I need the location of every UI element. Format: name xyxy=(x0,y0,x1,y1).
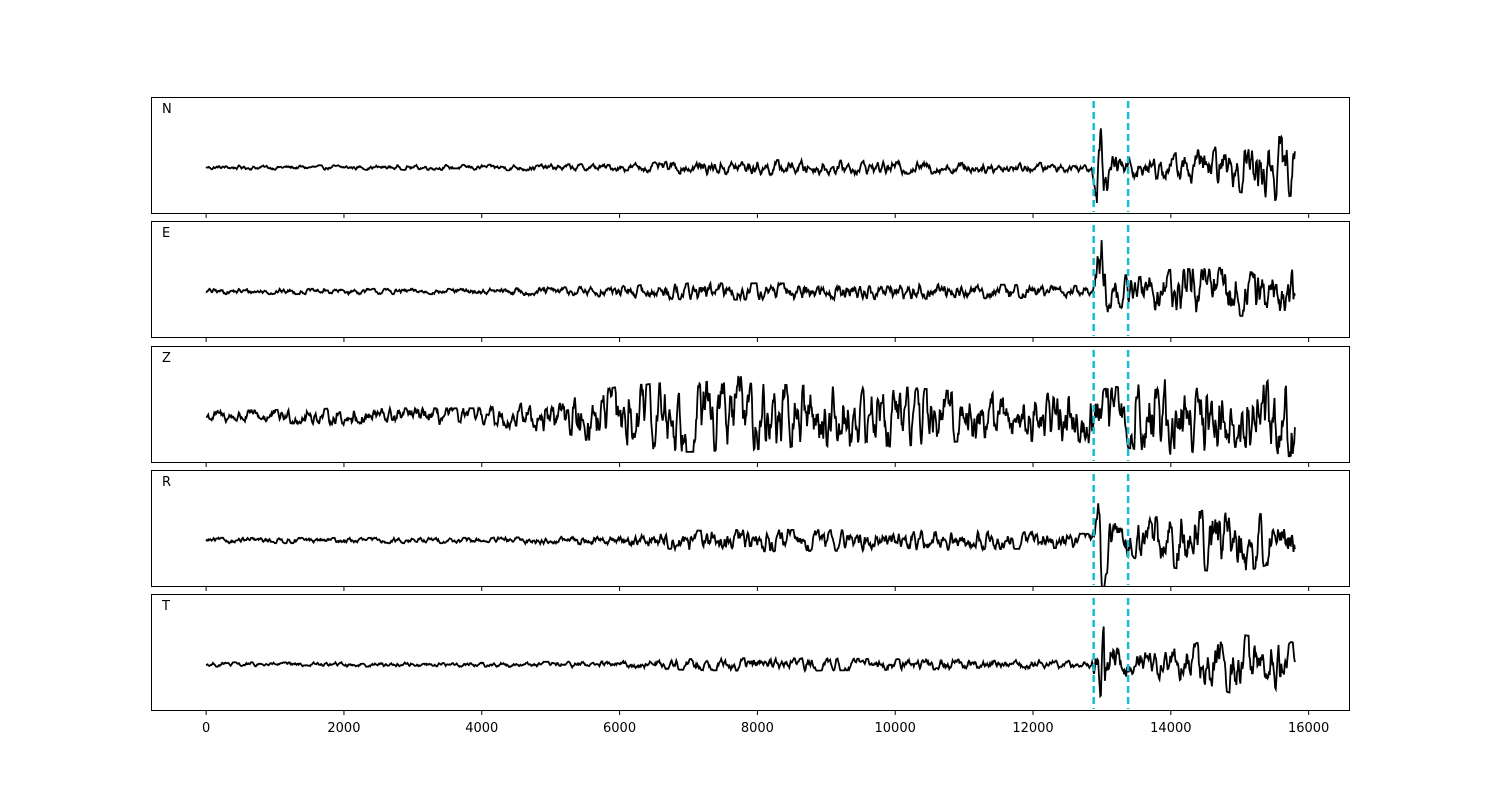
panel-frame xyxy=(151,97,1350,214)
panel-frame xyxy=(151,470,1350,587)
x-tick-label: 2000 xyxy=(327,721,360,736)
panel-e: E xyxy=(151,221,1350,342)
panel-label: T xyxy=(161,599,170,614)
trace-r xyxy=(205,503,1296,587)
panel-t: T xyxy=(151,594,1350,715)
panel-label: Z xyxy=(162,351,171,366)
trace-n xyxy=(205,128,1296,203)
trace-z xyxy=(205,375,1296,458)
panel-label: E xyxy=(162,226,170,241)
x-axis: 0 2000 4000 6000 8000 10000 12000 14000 16000 xyxy=(202,721,1329,736)
panel-z: Z xyxy=(151,346,1350,467)
panel-label: R xyxy=(162,475,171,490)
trace-e xyxy=(205,240,1296,317)
trace-t xyxy=(205,626,1296,699)
panels-group: N E Z R T xyxy=(151,97,1350,715)
panel-frame xyxy=(151,346,1350,463)
panel-n: N xyxy=(151,97,1350,218)
panel-frame xyxy=(151,221,1350,338)
x-tick-label: 0 xyxy=(202,721,210,736)
x-tick-label: 14000 xyxy=(1150,721,1191,736)
x-tick-label: 16000 xyxy=(1288,721,1329,736)
panel-r: R xyxy=(151,470,1350,591)
panel-frame xyxy=(151,594,1350,711)
x-tick-label: 12000 xyxy=(1012,721,1053,736)
x-tick-label: 10000 xyxy=(875,721,916,736)
x-tick-label: 6000 xyxy=(603,721,636,736)
panel-label: N xyxy=(162,102,172,117)
x-tick-label: 4000 xyxy=(465,721,498,736)
x-tick-label: 8000 xyxy=(741,721,774,736)
